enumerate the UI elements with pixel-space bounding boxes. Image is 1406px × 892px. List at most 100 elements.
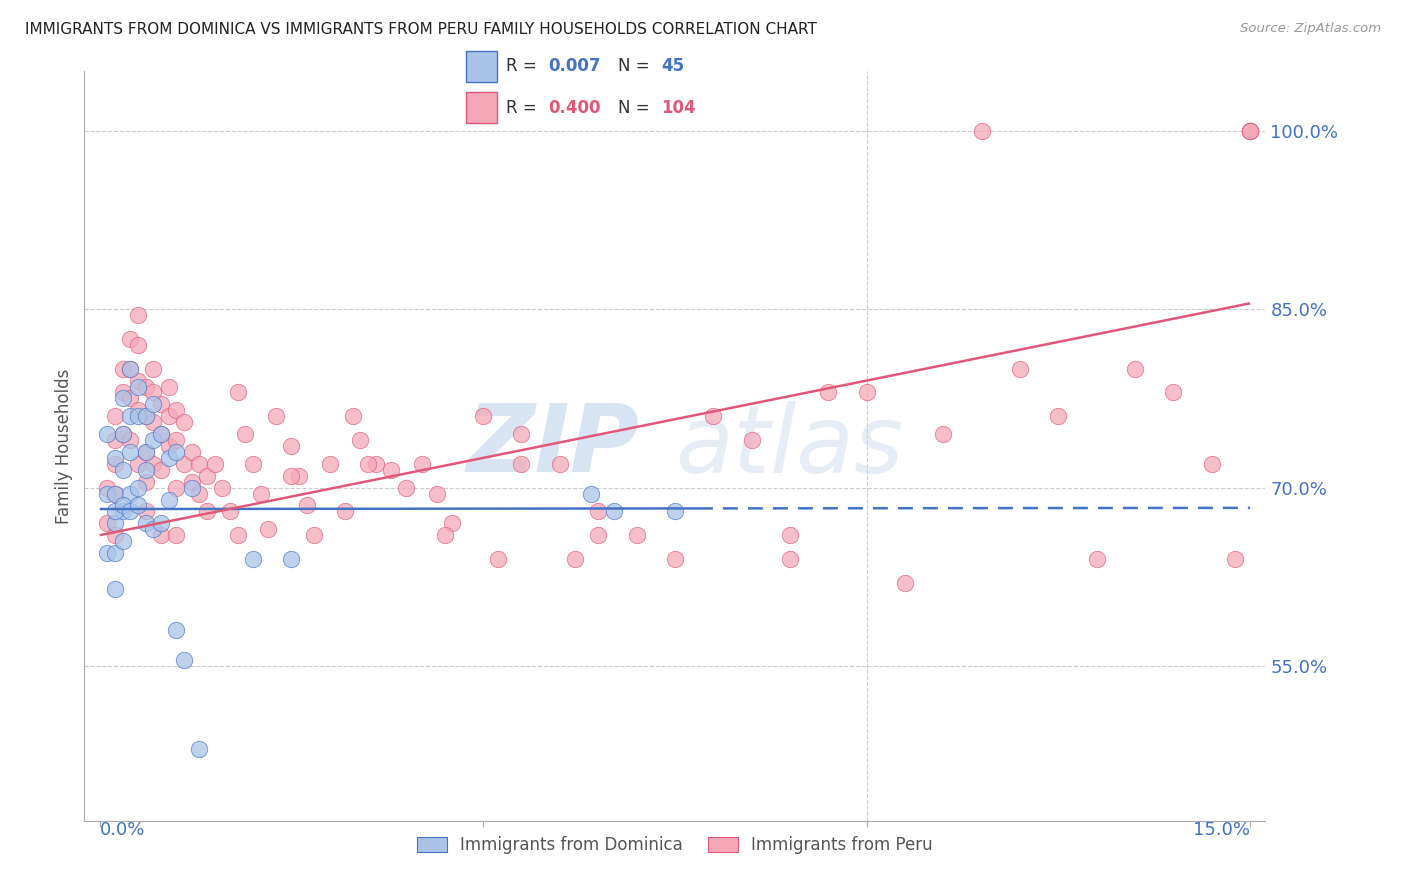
Point xyxy=(235,427,257,442)
Point xyxy=(488,552,510,566)
Point xyxy=(135,475,157,489)
Point xyxy=(180,481,202,495)
Point xyxy=(211,481,233,495)
Point xyxy=(111,499,134,513)
Point xyxy=(180,475,202,489)
Point xyxy=(1201,457,1223,471)
Point xyxy=(165,403,187,417)
Point xyxy=(142,415,165,429)
Text: 0.0%: 0.0% xyxy=(100,821,145,838)
Point xyxy=(96,427,118,442)
Point xyxy=(441,516,464,531)
Text: 0.007: 0.007 xyxy=(548,57,600,75)
Point xyxy=(120,361,142,376)
Point xyxy=(165,624,187,638)
Point xyxy=(779,528,801,542)
Point xyxy=(142,385,165,400)
Point xyxy=(602,504,624,518)
Text: 15.0%: 15.0% xyxy=(1194,821,1250,838)
Point xyxy=(104,582,127,596)
Point xyxy=(120,392,142,406)
Text: atlas: atlas xyxy=(675,401,903,491)
Point xyxy=(433,528,456,542)
Point xyxy=(226,385,249,400)
Point xyxy=(564,552,586,566)
FancyBboxPatch shape xyxy=(467,52,498,82)
Point xyxy=(219,504,242,518)
Text: Source: ZipAtlas.com: Source: ZipAtlas.com xyxy=(1240,22,1381,36)
Point xyxy=(150,463,173,477)
Point xyxy=(280,552,302,566)
Point xyxy=(127,409,149,424)
Point xyxy=(127,499,149,513)
Point xyxy=(111,534,134,549)
Point xyxy=(104,486,127,500)
Point xyxy=(333,504,356,518)
Point xyxy=(135,409,157,424)
Point xyxy=(664,504,686,518)
Point xyxy=(364,457,387,471)
Point xyxy=(195,504,218,518)
Point xyxy=(304,528,326,542)
Point xyxy=(510,457,533,471)
Point xyxy=(280,468,302,483)
Point xyxy=(741,433,763,447)
Text: R =: R = xyxy=(506,57,543,75)
Point xyxy=(127,338,149,352)
Point xyxy=(150,427,173,442)
Point xyxy=(111,463,134,477)
Point xyxy=(173,415,195,429)
Point xyxy=(472,409,495,424)
Point xyxy=(127,457,149,471)
Point xyxy=(104,546,127,560)
Point xyxy=(104,457,127,471)
Point xyxy=(150,528,173,542)
Point xyxy=(150,516,173,531)
Point xyxy=(96,481,118,495)
Point xyxy=(779,552,801,566)
Point xyxy=(342,409,364,424)
Point xyxy=(104,528,127,542)
Point xyxy=(135,409,157,424)
Point xyxy=(626,528,648,542)
Point xyxy=(120,409,142,424)
Point xyxy=(295,499,318,513)
Point xyxy=(1163,385,1185,400)
Point xyxy=(157,409,180,424)
Point xyxy=(120,332,142,346)
Point xyxy=(264,409,287,424)
Point xyxy=(349,433,371,447)
Point xyxy=(357,457,380,471)
Point xyxy=(702,409,724,424)
Point xyxy=(855,385,877,400)
Point xyxy=(1085,552,1108,566)
Point xyxy=(188,457,211,471)
Point xyxy=(242,552,264,566)
Point xyxy=(242,457,264,471)
Point xyxy=(135,445,157,459)
Point xyxy=(135,504,157,518)
Point xyxy=(142,457,165,471)
Point xyxy=(173,457,195,471)
Point xyxy=(120,445,142,459)
Point xyxy=(120,433,142,447)
Point xyxy=(157,439,180,453)
Point xyxy=(249,486,271,500)
Text: N =: N = xyxy=(617,99,655,117)
Point xyxy=(586,528,609,542)
Point xyxy=(142,397,165,411)
Point xyxy=(548,457,571,471)
Point xyxy=(165,481,187,495)
Point xyxy=(319,457,342,471)
Text: ZIP: ZIP xyxy=(467,400,640,492)
Point xyxy=(395,481,418,495)
Point xyxy=(104,516,127,531)
Point xyxy=(894,575,917,590)
Point xyxy=(135,516,157,531)
Point xyxy=(157,379,180,393)
Point xyxy=(1239,124,1261,138)
Point xyxy=(135,445,157,459)
Point xyxy=(165,528,187,542)
Point xyxy=(932,427,955,442)
Point xyxy=(104,450,127,465)
